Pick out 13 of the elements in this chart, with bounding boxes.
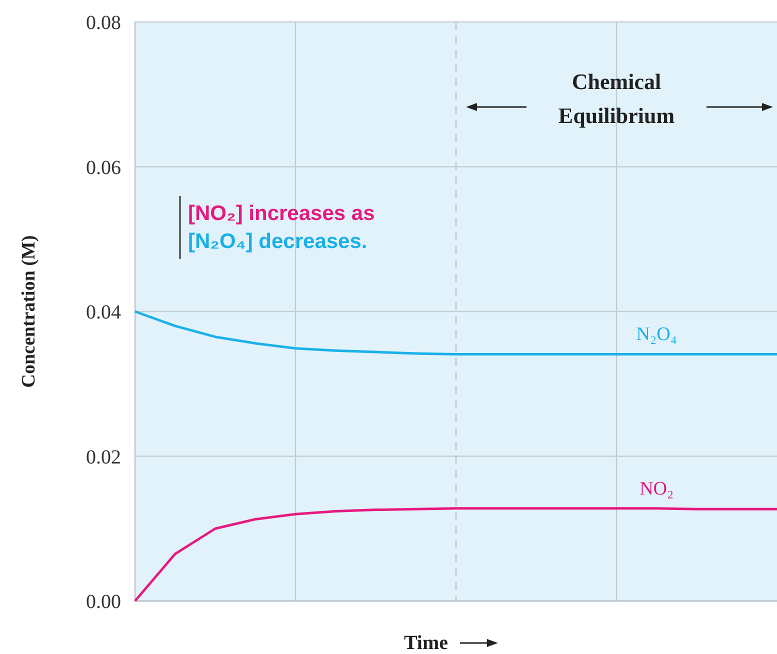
y-tick-label: 0.08 xyxy=(86,12,121,34)
series-label: NO₂ xyxy=(640,478,674,500)
y-axis-title: Concentration (M) xyxy=(18,235,40,388)
series-label: N₂O₄ xyxy=(636,324,677,346)
y-tick-label: 0.06 xyxy=(86,156,121,179)
y-tick-label: 0.02 xyxy=(86,446,121,468)
annotation: [NO₂] increases as xyxy=(188,202,375,225)
y-tick-label: 0.04 xyxy=(86,302,121,324)
annotation: [N₂O₄] decreases. xyxy=(188,230,368,253)
y-tick-label: 0.00 xyxy=(86,591,121,613)
annotation: Chemical Equilibrium xyxy=(558,69,675,128)
x-axis-title: Time xyxy=(404,632,448,654)
line-series xyxy=(134,310,777,356)
